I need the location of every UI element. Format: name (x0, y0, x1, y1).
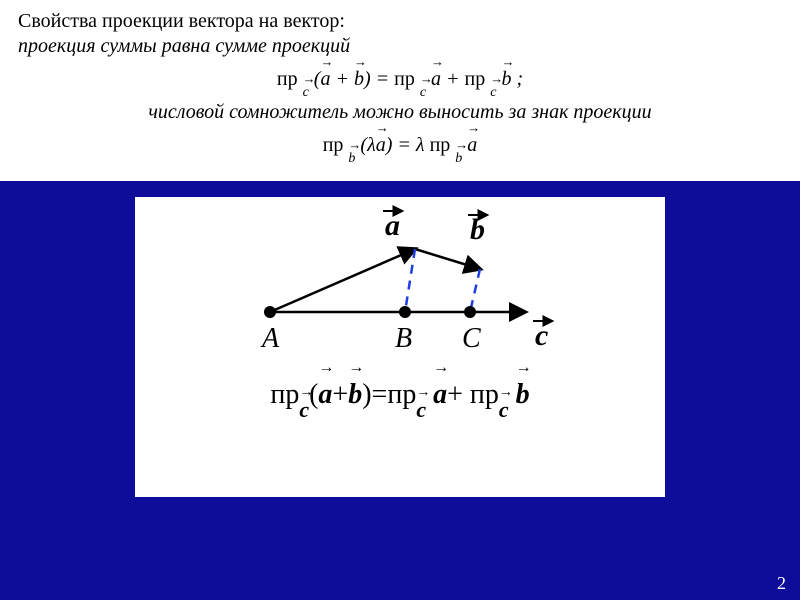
diagram-formula: прc(a+b)=прc a+ прc b (135, 371, 665, 411)
svg-text:B: B (395, 323, 412, 354)
svg-text:c: c (535, 319, 548, 352)
formula-2: пр b (λa) = λ пр b a (18, 130, 782, 161)
diagram-panel: a b c A B C прc(a+b)=прc a+ прc b (135, 197, 665, 497)
svg-text:a: a (385, 209, 400, 242)
svg-text:C: C (462, 323, 481, 354)
vector-diagram: a b c A B C (190, 197, 610, 367)
formula-1: пр c (a + b) = пр c a + пр c b ; (18, 64, 782, 95)
page-number: 2 (777, 573, 786, 594)
text-panel: Свойства проекции вектора на вектор: про… (0, 0, 800, 181)
heading: Свойства проекции вектора на вектор: (18, 10, 782, 33)
property-2-statement: числовой сомножитель можно выносить за з… (18, 101, 782, 124)
svg-text:A: A (260, 323, 280, 354)
property-1-statement: проекция суммы равна сумме проекций (18, 35, 782, 58)
svg-text:b: b (470, 213, 485, 246)
